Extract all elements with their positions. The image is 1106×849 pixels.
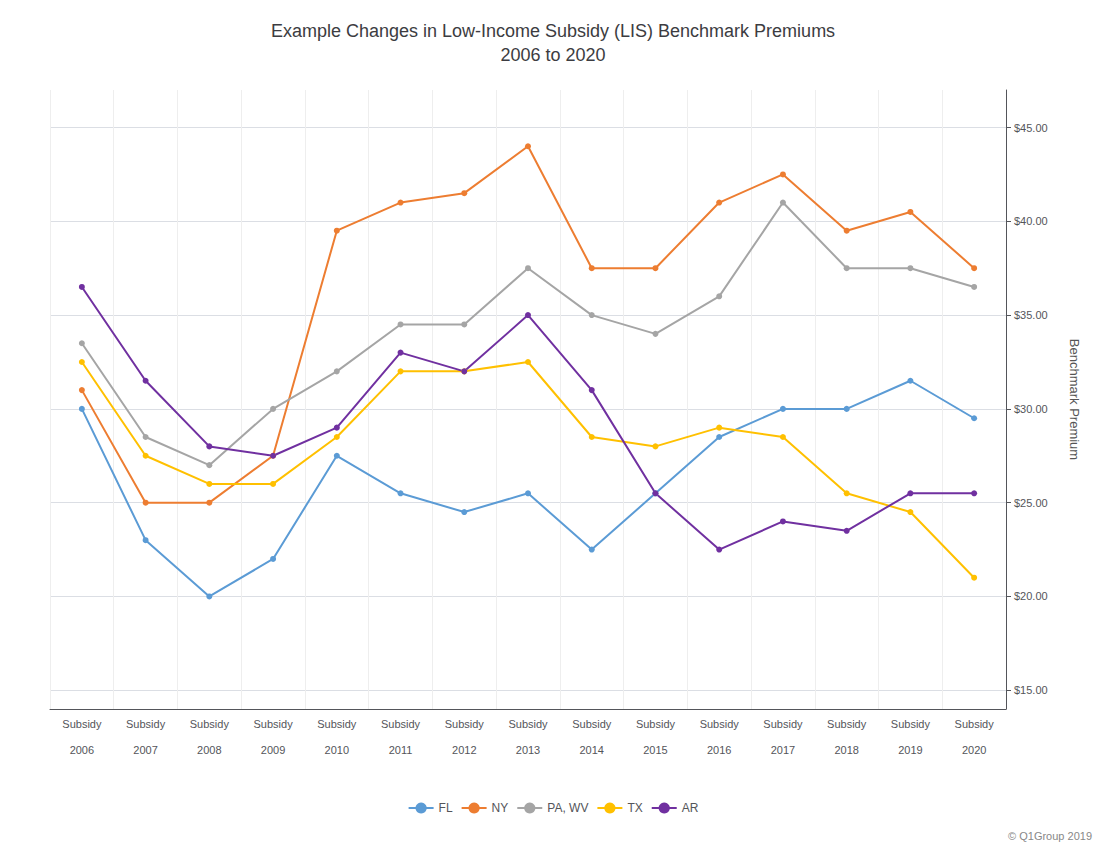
svg-text:Subsidy: Subsidy xyxy=(827,718,867,730)
svg-text:2006 to 2020: 2006 to 2020 xyxy=(500,45,605,65)
svg-text:Subsidy: Subsidy xyxy=(955,718,995,730)
svg-text:$40.00: $40.00 xyxy=(1014,215,1048,227)
svg-text:© Q1Group 2019: © Q1Group 2019 xyxy=(1008,830,1092,842)
svg-text:2020: 2020 xyxy=(962,744,986,756)
svg-text:Subsidy: Subsidy xyxy=(636,718,676,730)
svg-text:2007: 2007 xyxy=(133,744,157,756)
svg-text:Subsidy: Subsidy xyxy=(126,718,166,730)
svg-text:$30.00: $30.00 xyxy=(1014,403,1048,415)
svg-text:Subsidy: Subsidy xyxy=(700,718,740,730)
svg-text:2015: 2015 xyxy=(643,744,667,756)
svg-text:Subsidy: Subsidy xyxy=(572,718,612,730)
svg-text:$15.00: $15.00 xyxy=(1014,684,1048,696)
svg-text:Subsidy: Subsidy xyxy=(891,718,931,730)
svg-text:Subsidy: Subsidy xyxy=(62,718,102,730)
svg-text:2009: 2009 xyxy=(261,744,285,756)
svg-text:TX: TX xyxy=(627,801,642,815)
svg-text:2012: 2012 xyxy=(452,744,476,756)
svg-text:2018: 2018 xyxy=(834,744,858,756)
svg-text:Subsidy: Subsidy xyxy=(317,718,357,730)
svg-text:Subsidy: Subsidy xyxy=(508,718,548,730)
svg-text:AR: AR xyxy=(682,801,699,815)
svg-text:2011: 2011 xyxy=(389,744,413,756)
svg-text:FL: FL xyxy=(439,801,453,815)
svg-text:2017: 2017 xyxy=(771,744,795,756)
svg-text:Subsidy: Subsidy xyxy=(445,718,485,730)
svg-text:Subsidy: Subsidy xyxy=(763,718,803,730)
svg-text:Benchmark Premium: Benchmark Premium xyxy=(1067,339,1082,460)
svg-text:Example Changes in Low-Income: Example Changes in Low-Income Subsidy (L… xyxy=(271,21,835,41)
svg-text:2019: 2019 xyxy=(898,744,922,756)
svg-text:2006: 2006 xyxy=(70,744,94,756)
svg-text:$20.00: $20.00 xyxy=(1014,590,1048,602)
svg-text:2010: 2010 xyxy=(325,744,349,756)
svg-text:$45.00: $45.00 xyxy=(1014,122,1048,134)
svg-text:2013: 2013 xyxy=(516,744,540,756)
svg-text:2014: 2014 xyxy=(579,744,603,756)
svg-text:Subsidy: Subsidy xyxy=(381,718,421,730)
svg-text:$35.00: $35.00 xyxy=(1014,309,1048,321)
svg-text:2008: 2008 xyxy=(197,744,221,756)
svg-text:NY: NY xyxy=(492,801,509,815)
svg-text:Subsidy: Subsidy xyxy=(253,718,293,730)
svg-text:PA, WV: PA, WV xyxy=(547,801,588,815)
svg-text:Subsidy: Subsidy xyxy=(190,718,230,730)
svg-text:2016: 2016 xyxy=(707,744,731,756)
svg-text:$25.00: $25.00 xyxy=(1014,497,1048,509)
